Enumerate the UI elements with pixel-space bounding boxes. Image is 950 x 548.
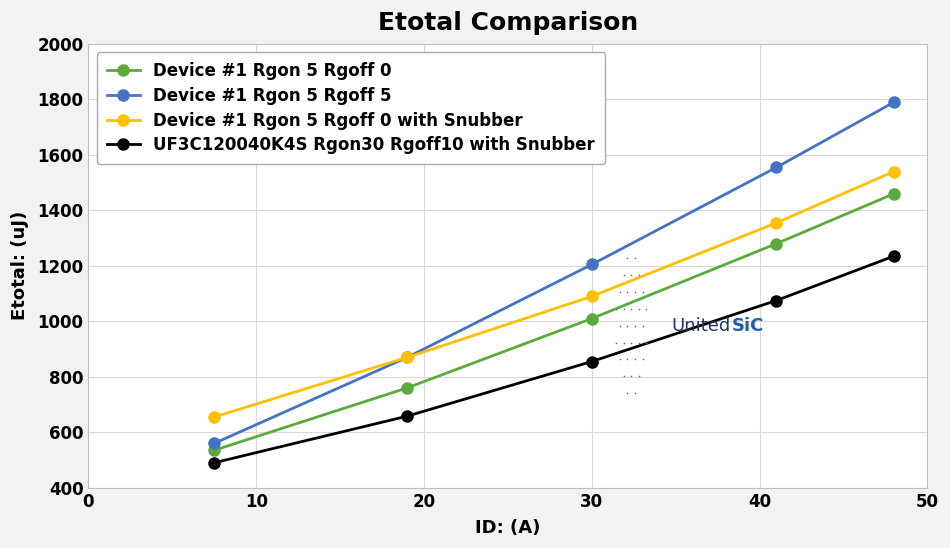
X-axis label: ID: (A): ID: (A) (475, 519, 541, 537)
Device #1 Rgon 5 Rgoff 5 (770, 164, 782, 170)
Title: Etotal Comparison: Etotal Comparison (378, 11, 638, 35)
UF3C120040K4S Rgon30 Rgoff10 with Snubber (586, 358, 598, 365)
Device #1 Rgon 5 Rgoff 0 with Snubber (402, 354, 413, 361)
Line: Device #1 Rgon 5 Rgoff 0 with Snubber: Device #1 Rgon 5 Rgoff 0 with Snubber (209, 166, 900, 423)
Device #1 Rgon 5 Rgoff 0 with Snubber (888, 168, 900, 175)
Device #1 Rgon 5 Rgoff 0 with Snubber (209, 414, 220, 420)
Legend: Device #1 Rgon 5 Rgoff 0, Device #1 Rgon 5 Rgoff 5, Device #1 Rgon 5 Rgoff 0 wit: Device #1 Rgon 5 Rgoff 0, Device #1 Rgon… (97, 52, 605, 164)
Device #1 Rgon 5 Rgoff 5 (888, 99, 900, 106)
Device #1 Rgon 5 Rgoff 5 (402, 354, 413, 361)
Device #1 Rgon 5 Rgoff 0 with Snubber (586, 293, 598, 300)
UF3C120040K4S Rgon30 Rgoff10 with Snubber (770, 297, 782, 304)
Device #1 Rgon 5 Rgoff 5 (586, 261, 598, 268)
Device #1 Rgon 5 Rgoff 0 (770, 241, 782, 247)
UF3C120040K4S Rgon30 Rgoff10 with Snubber (888, 253, 900, 259)
Device #1 Rgon 5 Rgoff 0 (586, 315, 598, 322)
Device #1 Rgon 5 Rgoff 5 (209, 440, 220, 447)
Device #1 Rgon 5 Rgoff 0 (888, 191, 900, 197)
UF3C120040K4S Rgon30 Rgoff10 with Snubber (402, 413, 413, 419)
Text: SiC: SiC (732, 317, 765, 335)
Device #1 Rgon 5 Rgoff 0 with Snubber (770, 220, 782, 226)
Device #1 Rgon 5 Rgoff 0 (402, 385, 413, 391)
Line: UF3C120040K4S Rgon30 Rgoff10 with Snubber: UF3C120040K4S Rgon30 Rgoff10 with Snubbe… (209, 250, 900, 469)
Device #1 Rgon 5 Rgoff 0 (209, 447, 220, 454)
UF3C120040K4S Rgon30 Rgoff10 with Snubber (209, 459, 220, 466)
Text: United: United (672, 317, 731, 335)
Line: Device #1 Rgon 5 Rgoff 0: Device #1 Rgon 5 Rgoff 0 (209, 188, 900, 456)
Line: Device #1 Rgon 5 Rgoff 5: Device #1 Rgon 5 Rgoff 5 (209, 96, 900, 449)
Y-axis label: Etotal: (uJ): Etotal: (uJ) (11, 211, 29, 321)
